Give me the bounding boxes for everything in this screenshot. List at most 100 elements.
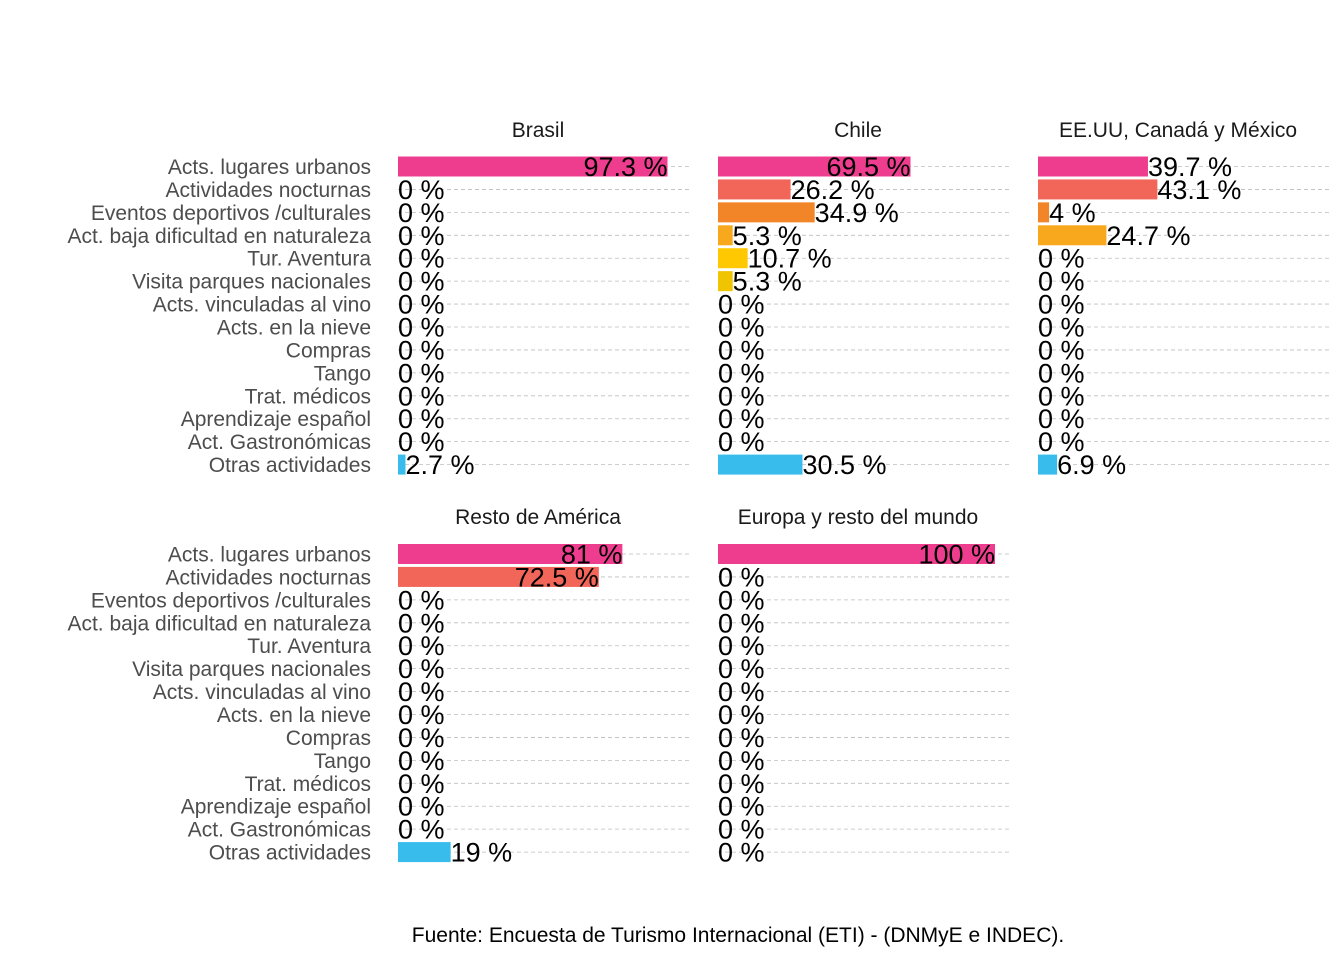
value-label: 0 %	[718, 746, 765, 776]
value-label: 0 %	[398, 175, 445, 205]
value-label: 0 %	[718, 723, 765, 753]
value-label: 6.9 %	[1057, 450, 1126, 480]
value-label: 0 %	[398, 313, 445, 343]
value-label: 43.1 %	[1157, 175, 1241, 205]
value-label: 0 %	[718, 700, 765, 730]
chart-caption: Fuente: Encuesta de Turismo Internaciona…	[412, 924, 1064, 947]
value-label: 0 %	[398, 700, 445, 730]
value-label: 0 %	[1038, 290, 1085, 320]
category-label: Compras	[286, 339, 371, 362]
value-label: 24.7 %	[1106, 221, 1190, 251]
value-label: 0 %	[718, 404, 765, 434]
value-label: 72.5 %	[515, 562, 599, 592]
value-label: 0 %	[1038, 244, 1085, 274]
category-label: Eventos deportivos /culturales	[91, 589, 371, 612]
value-label: 0 %	[1038, 358, 1085, 388]
bar	[1038, 202, 1050, 223]
category-label: Acts. lugares urbanos	[168, 544, 371, 567]
value-label: 4 %	[1049, 198, 1096, 228]
bar	[718, 544, 995, 564]
value-label: 0 %	[718, 585, 765, 615]
category-label: Actividades nocturnas	[166, 566, 371, 589]
bar	[398, 566, 599, 587]
value-label: 0 %	[398, 267, 445, 297]
category-label: Compras	[286, 727, 371, 750]
category-label: Trat. médicos	[245, 385, 371, 408]
bar	[718, 179, 791, 200]
value-label: 19 %	[451, 838, 513, 868]
value-label: 0 %	[398, 723, 445, 753]
category-label: Otras actividades	[209, 454, 371, 477]
category-label: Acts. vinculadas al vino	[153, 294, 371, 317]
bar	[398, 544, 623, 564]
value-label: 0 %	[718, 677, 765, 707]
value-label: 97.3 %	[583, 152, 667, 182]
value-label: 0 %	[398, 427, 445, 457]
category-label: Aprendizaje español	[181, 796, 371, 819]
value-label: 0 %	[398, 792, 445, 822]
bar	[718, 156, 911, 177]
value-label: 0 %	[718, 427, 765, 457]
category-label: Acts. vinculadas al vino	[153, 681, 371, 704]
bar	[1038, 156, 1148, 177]
value-label: 0 %	[1038, 313, 1085, 343]
value-label: 0 %	[1038, 427, 1085, 457]
value-label: 2.7 %	[405, 450, 474, 480]
category-label: Trat. médicos	[245, 773, 371, 796]
value-label: 0 %	[398, 198, 445, 228]
value-label: 0 %	[398, 585, 445, 615]
value-label: 0 %	[398, 769, 445, 799]
value-label: 100 %	[918, 540, 995, 570]
category-label: Act. baja dificultad en naturaleza	[67, 225, 371, 248]
value-label: 0 %	[718, 335, 765, 365]
bar	[1038, 225, 1107, 246]
value-label: 0 %	[398, 631, 445, 661]
value-label: 0 %	[1038, 404, 1085, 434]
value-label: 0 %	[398, 244, 445, 274]
value-label: 34.9 %	[815, 198, 899, 228]
value-label: 0 %	[718, 815, 765, 845]
value-label: 0 %	[718, 358, 765, 388]
panel-2: EE.UU, Canadá y México 39.7 %43.1 % 4 % 24.…	[1038, 119, 1330, 480]
category-label: Aprendizaje español	[181, 408, 371, 431]
value-label: 0 %	[718, 290, 765, 320]
value-label: 5.3 %	[733, 221, 802, 251]
value-label: 0 %	[718, 654, 765, 684]
value-label: 0 %	[398, 335, 445, 365]
category-label: Tur. Aventura	[247, 635, 371, 658]
value-label: 0 %	[718, 313, 765, 343]
value-label: 26.2 %	[791, 175, 875, 205]
value-label: 39.7 %	[1148, 152, 1232, 182]
bar	[398, 454, 406, 475]
panel-title: Europa y resto del mundo	[738, 506, 978, 529]
value-label: 81 %	[561, 540, 623, 570]
category-label: Act. Gastronómicas	[188, 819, 371, 842]
value-label: 0 %	[398, 746, 445, 776]
category-label: Eventos deportivos /culturales	[91, 202, 371, 225]
panel-title: Chile	[834, 119, 882, 142]
value-label: 0 %	[398, 221, 445, 251]
value-label: 0 %	[398, 654, 445, 684]
bar	[718, 271, 733, 292]
bar	[1038, 179, 1158, 200]
value-label: 0 %	[1038, 381, 1085, 411]
value-label: 0 %	[1038, 335, 1085, 365]
category-label: Visita parques nacionales	[132, 658, 371, 681]
value-label: 69.5 %	[826, 152, 910, 182]
panel-title: Resto de América	[455, 506, 621, 529]
value-label: 0 %	[718, 631, 765, 661]
bar	[718, 202, 815, 223]
value-label: 0 %	[398, 404, 445, 434]
value-label: 0 %	[398, 677, 445, 707]
value-label: 0 %	[398, 381, 445, 411]
bar	[718, 248, 748, 269]
value-label: 0 %	[398, 290, 445, 320]
bar	[1038, 454, 1058, 475]
category-label: Tur. Aventura	[247, 248, 371, 271]
category-label: Acts. lugares urbanos	[168, 156, 371, 179]
category-label: Tango	[314, 362, 371, 385]
value-label: 0 %	[718, 381, 765, 411]
category-label: Act. baja dificultad en naturaleza	[67, 612, 371, 635]
